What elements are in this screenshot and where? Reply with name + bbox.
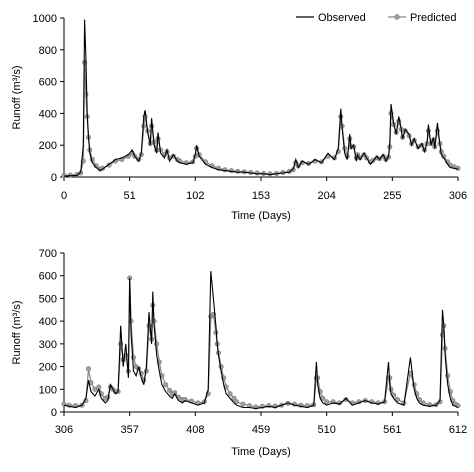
c2-predicted-point [343, 396, 349, 402]
c2-y-tick-label: 200 [39, 362, 57, 374]
c2-y-tick-label: 700 [39, 248, 57, 260]
c1-y-tick-label: 1000 [33, 13, 57, 25]
c1-y-tick-label: 800 [39, 45, 57, 57]
c2-predicted-point [324, 399, 330, 405]
legend-predicted-marker [394, 14, 400, 20]
c2-x-tick-label: 510 [317, 424, 335, 436]
c2-predicted-point [394, 396, 400, 402]
c2-y-tick-label: 600 [39, 271, 57, 283]
c2-predicted-point [445, 373, 451, 379]
c2-x-tick-label: 612 [449, 424, 467, 436]
c1-x-tick-label: 204 [317, 190, 335, 202]
c2-y-axis-label: Runoff (m³/s) [11, 301, 23, 365]
c1-predicted-point [267, 171, 273, 177]
c2-x-axis-label: Time (Days) [231, 446, 290, 458]
c1-y-tick-label: 400 [39, 108, 57, 120]
c2-predicted-point [86, 366, 92, 372]
c2-predicted-point [234, 399, 240, 405]
c1-x-tick-label: 153 [252, 190, 270, 202]
c1-x-tick-label: 51 [124, 190, 136, 202]
c2-x-tick-label: 357 [120, 424, 138, 436]
c1-predicted-point [61, 172, 67, 178]
legend-predicted-label: Predicted [410, 12, 456, 24]
chart-bottom: 0 100 200 300 400 500 600 700 306 357 408 459 510 561… [11, 248, 467, 458]
c2-predicted-point [167, 387, 173, 393]
c2-y-tick-label: 0 [51, 407, 57, 419]
c2-y-tick-label: 300 [39, 339, 57, 351]
c2-x-tick-label: 408 [186, 424, 204, 436]
c1-predicted-point [254, 170, 260, 176]
c1-x-tick-label: 0 [61, 190, 67, 202]
legend-observed-label: Observed [318, 12, 366, 24]
c2-predicted-point [227, 391, 233, 397]
c2-x-tick-label: 459 [252, 424, 270, 436]
c2-predicted-point [231, 395, 237, 401]
c2-x-tick-label: 306 [55, 424, 73, 436]
chart-top: 0 200 400 600 800 1000 0 51 102 153 204 255 306 Time … [11, 12, 467, 222]
c1-x-tick-label: 255 [383, 190, 401, 202]
c1-y-tick-label: 200 [39, 140, 57, 152]
c1-y-axis-label: Runoff (m³/s) [11, 66, 23, 130]
c2-predicted-point [131, 354, 137, 360]
c1-predicted-point [235, 168, 241, 174]
c2-y-tick-label: 500 [39, 293, 57, 305]
c2-series-observed-line [63, 271, 459, 410]
c2-series-predicted-line [63, 277, 459, 408]
c1-y-tick-label: 600 [39, 77, 57, 89]
c2-y-tick-label: 100 [39, 384, 57, 396]
c2-predicted-point [92, 386, 98, 392]
c2-x-tick-label: 561 [383, 424, 401, 436]
c2-predicted-point [240, 401, 246, 407]
c1-series-observed-line [63, 19, 459, 177]
c1-y-tick-label: 0 [51, 172, 57, 184]
c2-y-tick-label: 400 [39, 316, 57, 328]
c2-predicted-point [163, 382, 169, 388]
c1-x-axis-label: Time (Days) [231, 210, 290, 222]
c1-x-tick-label: 102 [186, 190, 204, 202]
c1-x-tick-label: 306 [449, 190, 467, 202]
